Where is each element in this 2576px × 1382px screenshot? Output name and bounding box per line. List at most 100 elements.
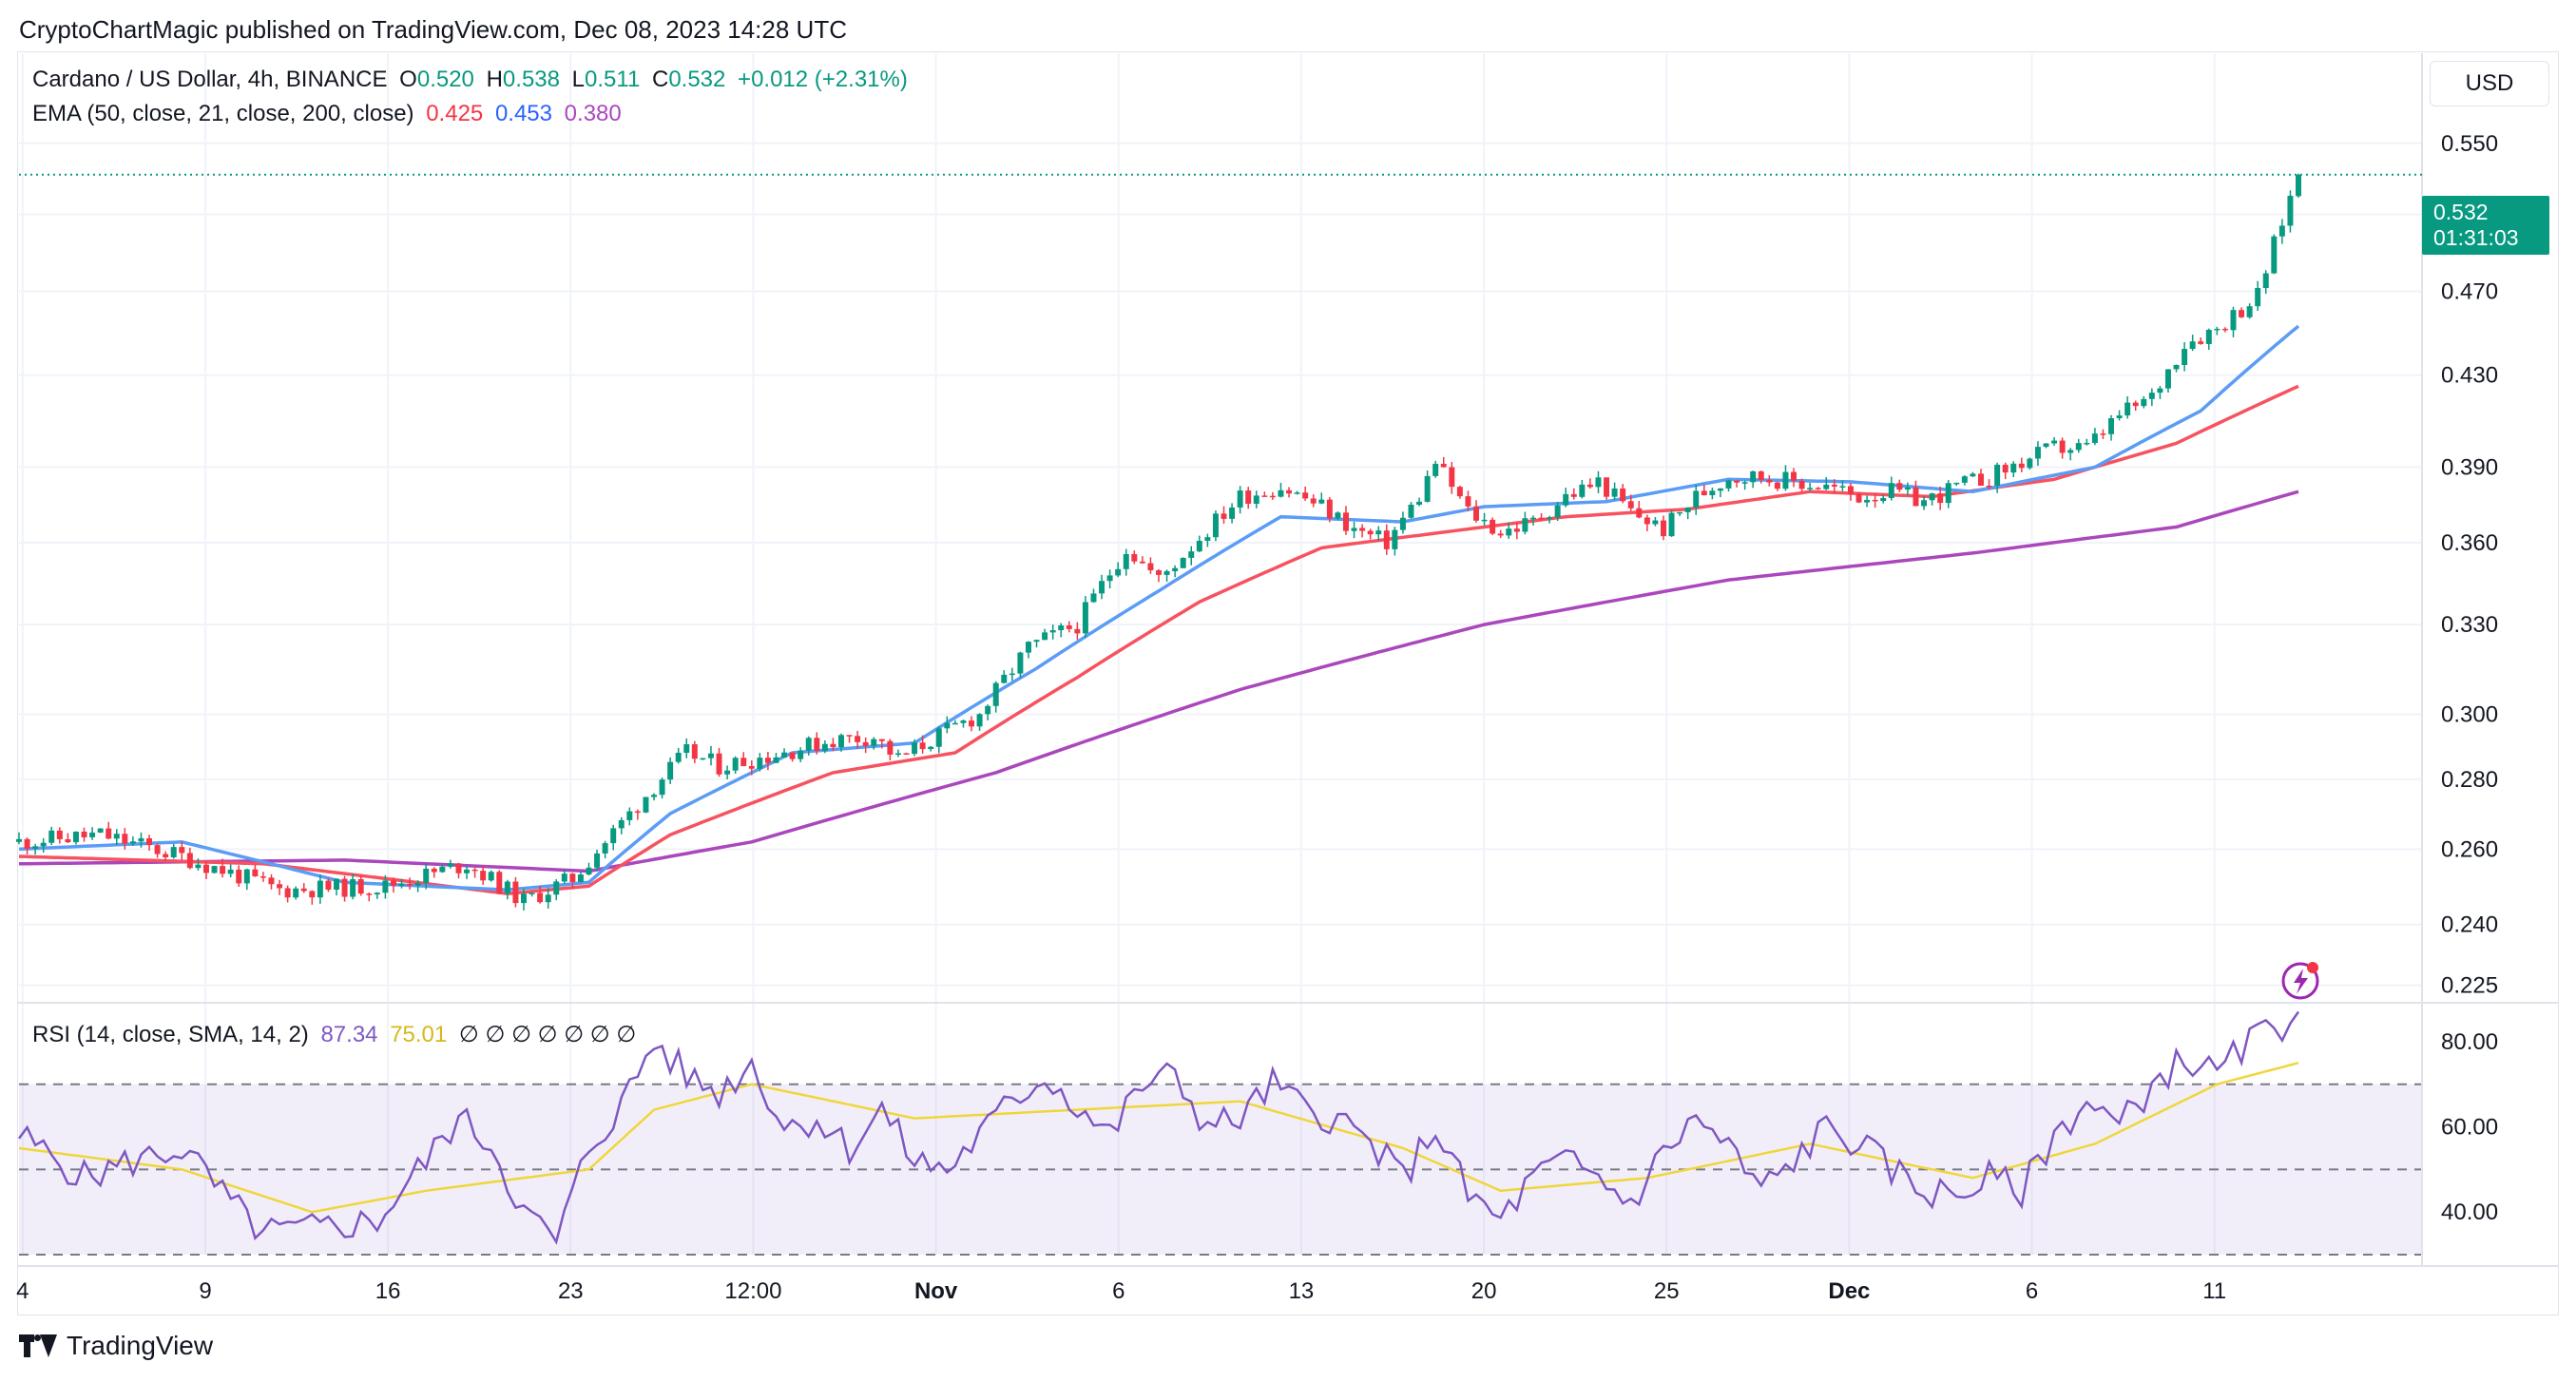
time-tick-label: 25 xyxy=(1654,1278,1680,1304)
candle-body xyxy=(1473,506,1479,521)
candle-body xyxy=(2296,174,2301,197)
grid xyxy=(19,53,2422,1255)
candle-body xyxy=(1163,570,1170,575)
candle-body xyxy=(1513,528,1520,532)
candle-body xyxy=(382,880,389,893)
candle-body xyxy=(903,753,910,755)
candle-body xyxy=(1139,561,1145,564)
candle-body xyxy=(455,863,462,873)
candle-body xyxy=(789,752,796,759)
candle-body xyxy=(512,881,519,904)
price-tick-label: 0.240 xyxy=(2441,912,2498,938)
candle-body xyxy=(2148,393,2155,399)
candle-body xyxy=(805,738,812,751)
candle-body xyxy=(227,869,234,874)
candle-body xyxy=(2214,328,2220,331)
candle-body xyxy=(81,831,87,837)
candle-body xyxy=(1644,517,1650,525)
candle-body xyxy=(1416,501,1423,506)
candle-body xyxy=(1570,493,1577,497)
candle-body xyxy=(683,744,690,753)
candle-body xyxy=(220,866,226,874)
candle-body xyxy=(2164,369,2171,389)
candle-body xyxy=(1375,530,1382,535)
legend-ema: EMA (50, close, 21, close, 200, close) 0… xyxy=(32,101,627,127)
candle-body xyxy=(634,811,641,814)
candle-body xyxy=(471,869,478,872)
candle-body xyxy=(1465,496,1471,507)
candle-body xyxy=(1620,488,1626,502)
candle-body xyxy=(1204,537,1211,541)
candle-body xyxy=(1367,530,1374,535)
candle-body xyxy=(1978,473,1984,486)
candle-body xyxy=(1847,486,1854,494)
candle-body xyxy=(138,837,144,842)
candle-body xyxy=(1823,484,1830,489)
rsi-line xyxy=(17,1010,2300,1245)
legend-high-label: H xyxy=(486,67,503,92)
candle-body xyxy=(1921,500,1928,507)
candle-body xyxy=(2271,236,2278,274)
candle-body xyxy=(179,847,185,854)
candle-body xyxy=(1563,493,1569,506)
candle-body xyxy=(1294,492,1300,494)
candle-body xyxy=(1017,652,1024,674)
candle-body xyxy=(1245,490,1252,505)
candle-body xyxy=(293,888,299,898)
candle-body xyxy=(919,742,926,750)
candles-group xyxy=(16,173,2301,911)
time-tick-label: 16 xyxy=(375,1278,401,1304)
candle-body xyxy=(317,880,323,898)
legend-high-value: 0.538 xyxy=(502,67,560,92)
candle-body xyxy=(1049,630,1056,633)
rsi-background xyxy=(19,1083,2422,1256)
candle-body xyxy=(732,758,739,771)
candle-body xyxy=(1529,517,1536,520)
footer-brand[interactable]: TradingView xyxy=(19,1331,213,1361)
candle-body xyxy=(1456,487,1463,497)
candle-body xyxy=(236,869,242,884)
notification-dot-icon xyxy=(2307,962,2318,973)
candle-body xyxy=(1342,512,1349,531)
candle-body xyxy=(1538,517,1545,520)
candle-body xyxy=(586,867,592,875)
candle-body xyxy=(2059,440,2066,453)
candle-body xyxy=(1611,488,1618,497)
candle-body xyxy=(243,869,250,884)
time-tick-label: 6 xyxy=(1112,1278,1125,1304)
candle-body xyxy=(740,758,747,767)
candle-body xyxy=(928,746,934,750)
candle-body xyxy=(610,828,617,844)
candle-body xyxy=(89,832,96,837)
time-tick-label: 9 xyxy=(199,1278,211,1304)
price-tick-label: 0.300 xyxy=(2441,702,2498,728)
candle-body xyxy=(1440,464,1447,468)
candle-body xyxy=(439,866,446,873)
candle-body xyxy=(1880,497,1887,502)
lightning-icon xyxy=(2294,969,2308,994)
candle-body xyxy=(1351,528,1357,531)
ema21-group xyxy=(18,324,2300,892)
legend-ema200-value: 0.380 xyxy=(564,101,622,126)
candle-body xyxy=(2205,329,2212,344)
price-tick-label: 0.280 xyxy=(2441,767,2498,793)
candle-body xyxy=(976,714,983,727)
candle-body xyxy=(1717,488,1723,491)
time-tick-label: 23 xyxy=(558,1278,584,1304)
candle-body xyxy=(1188,551,1195,558)
candle-body xyxy=(195,864,202,869)
candle-body xyxy=(2262,273,2269,288)
candle-body xyxy=(366,893,373,895)
legend-symbol: Cardano / US Dollar, 4h, BINANCE xyxy=(32,67,388,92)
ema200-group xyxy=(18,489,2299,873)
candle-body xyxy=(1579,484,1586,497)
candle-body xyxy=(1652,520,1659,525)
candle-body xyxy=(1798,480,1805,489)
time-tick-label: Dec xyxy=(1828,1278,1870,1304)
candle-body xyxy=(1099,581,1105,594)
candle-body xyxy=(2051,440,2058,444)
candle-body xyxy=(1383,530,1390,549)
candle-body xyxy=(1424,475,1431,502)
currency-button[interactable]: USD xyxy=(2430,61,2549,106)
